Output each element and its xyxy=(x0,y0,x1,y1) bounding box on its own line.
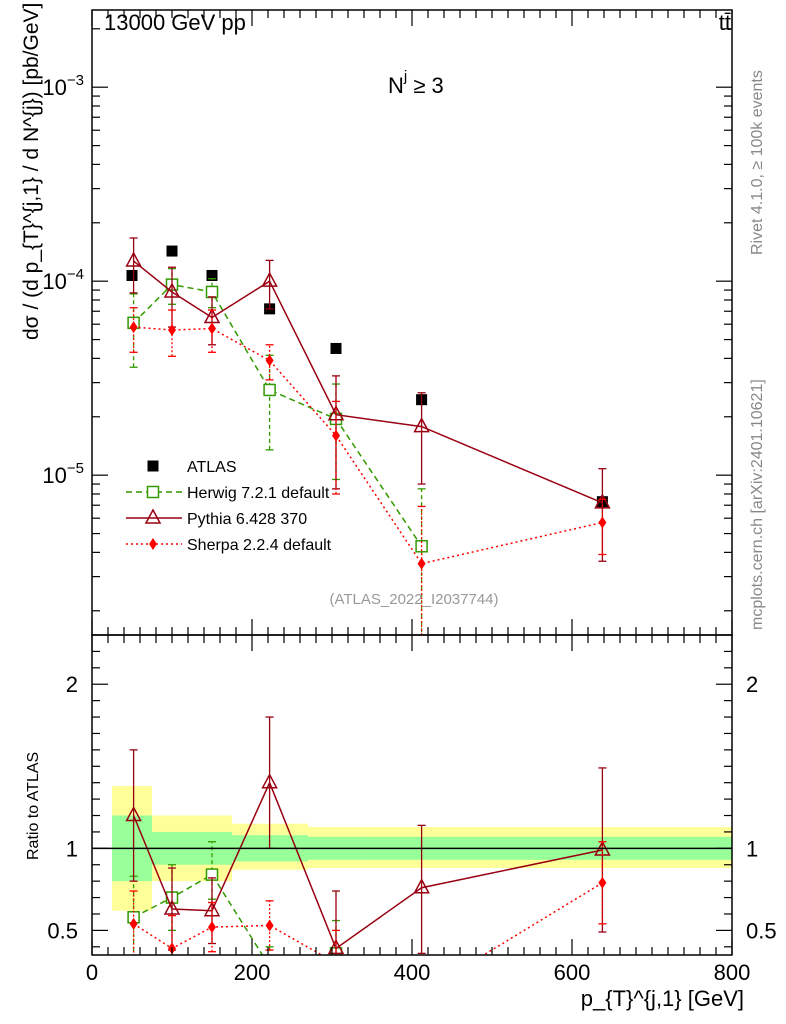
ratio-pythia-point xyxy=(163,899,181,915)
ratio-pythia-point xyxy=(125,805,142,822)
x-tick-label: 800 xyxy=(714,960,751,985)
ratio-sherpa-line xyxy=(133,882,603,955)
ratio-y-tick-label-right: 1 xyxy=(746,836,758,861)
ratio-pythia-point xyxy=(413,878,430,894)
main-herwig-point xyxy=(205,285,219,299)
main-pythia-point xyxy=(125,251,142,267)
ratio-y-tick-label: 0.5 xyxy=(47,918,78,943)
ratio-pythia-point xyxy=(261,773,278,789)
ratio-y-tick-label-right: 0.5 xyxy=(746,918,777,943)
ratio-plot-frame xyxy=(91,634,733,956)
main-series-group xyxy=(125,237,611,635)
main-herwig-point xyxy=(263,383,276,397)
legend-marker xyxy=(149,538,157,550)
x-tick-label: 400 xyxy=(394,960,431,985)
main-sherpa-point xyxy=(208,322,216,335)
main-atlas-point xyxy=(126,269,138,281)
main-pythia-point xyxy=(594,493,611,509)
legend-marker xyxy=(146,485,160,499)
main-atlas-point xyxy=(206,269,218,281)
main-atlas-point xyxy=(166,245,178,257)
main-atlas-point xyxy=(330,342,342,354)
main-pythia-point xyxy=(413,417,430,433)
ratio-sherpa-point xyxy=(598,876,607,889)
main-sherpa-point xyxy=(129,321,138,334)
legend-label: Herwig 7.2.1 default xyxy=(187,485,330,502)
x-axis-label: p_{T}^{j,1} [GeV] xyxy=(581,986,744,1011)
main-herwig-line xyxy=(133,283,423,547)
main-y-tick-label: 10−3 xyxy=(42,72,84,100)
x-tick-label: 600 xyxy=(554,960,591,985)
legend: ATLAS Herwig 7.2.1 default Pythia 6.428 37… xyxy=(126,459,332,554)
main-sherpa-point xyxy=(332,429,340,442)
legend-marker xyxy=(144,508,162,524)
main-sherpa-point xyxy=(168,324,176,337)
ratio-y-tick-label: 2 xyxy=(66,672,78,697)
x-tick-label: 0 xyxy=(86,960,98,985)
ratio-y-axis-label: Ratio to ATLAS xyxy=(25,752,42,860)
main-pythia-point xyxy=(261,271,278,287)
main-y-tick-label: 10−5 xyxy=(42,460,84,488)
ratio-sherpa-point xyxy=(265,919,274,932)
ratio-y-tick-label: 1 xyxy=(66,836,78,861)
analysis-watermark: (ATLAS_2022_I2037744) xyxy=(329,591,498,608)
rivet-version-text: Rivet 4.1.0, ≥ 100k events xyxy=(749,70,766,255)
axis-tick-labels: 0 200 400 600 800 10−5 10−4 10−3 0.5 0.5 1 1 2 2 xyxy=(42,72,776,985)
main-y-tick-label: 10−4 xyxy=(42,266,84,294)
axis-ticks xyxy=(91,10,733,955)
main-sherpa-point xyxy=(265,354,274,367)
jet-condition-label: Nj ≥ 3 xyxy=(388,68,444,98)
ratio-y-tick-label-right: 2 xyxy=(746,672,758,697)
legend-label: Pythia 6.428 370 xyxy=(187,511,307,528)
process-label: tt̄ xyxy=(719,10,731,35)
legend-label: Sherpa 2.2.4 default xyxy=(187,537,332,554)
ratio-pythia-point xyxy=(327,938,345,955)
main-pythia-point xyxy=(327,405,345,421)
mcplots-source-text: mcplots.cern.ch [arXiv:2401.10621] xyxy=(749,379,766,630)
collision-label: 13000 GeV pp xyxy=(104,10,246,35)
main-pythia-point xyxy=(163,282,181,298)
main-sherpa-point xyxy=(417,557,426,570)
legend-label: ATLAS xyxy=(187,459,237,476)
ratio-sherpa-point xyxy=(129,917,138,930)
x-tick-label: 200 xyxy=(234,960,271,985)
ratio-sherpa-point xyxy=(418,987,426,999)
ratio-sherpa-point xyxy=(208,921,216,934)
legend-marker xyxy=(147,460,159,472)
ratio-sherpa-point xyxy=(332,957,340,969)
main-sherpa-line xyxy=(133,326,603,565)
main-sherpa-point xyxy=(598,516,607,529)
main-y-axis-label: dσ / (d p_{T}^{j,1} / d N^{j}) [pb/GeV] xyxy=(20,3,43,340)
